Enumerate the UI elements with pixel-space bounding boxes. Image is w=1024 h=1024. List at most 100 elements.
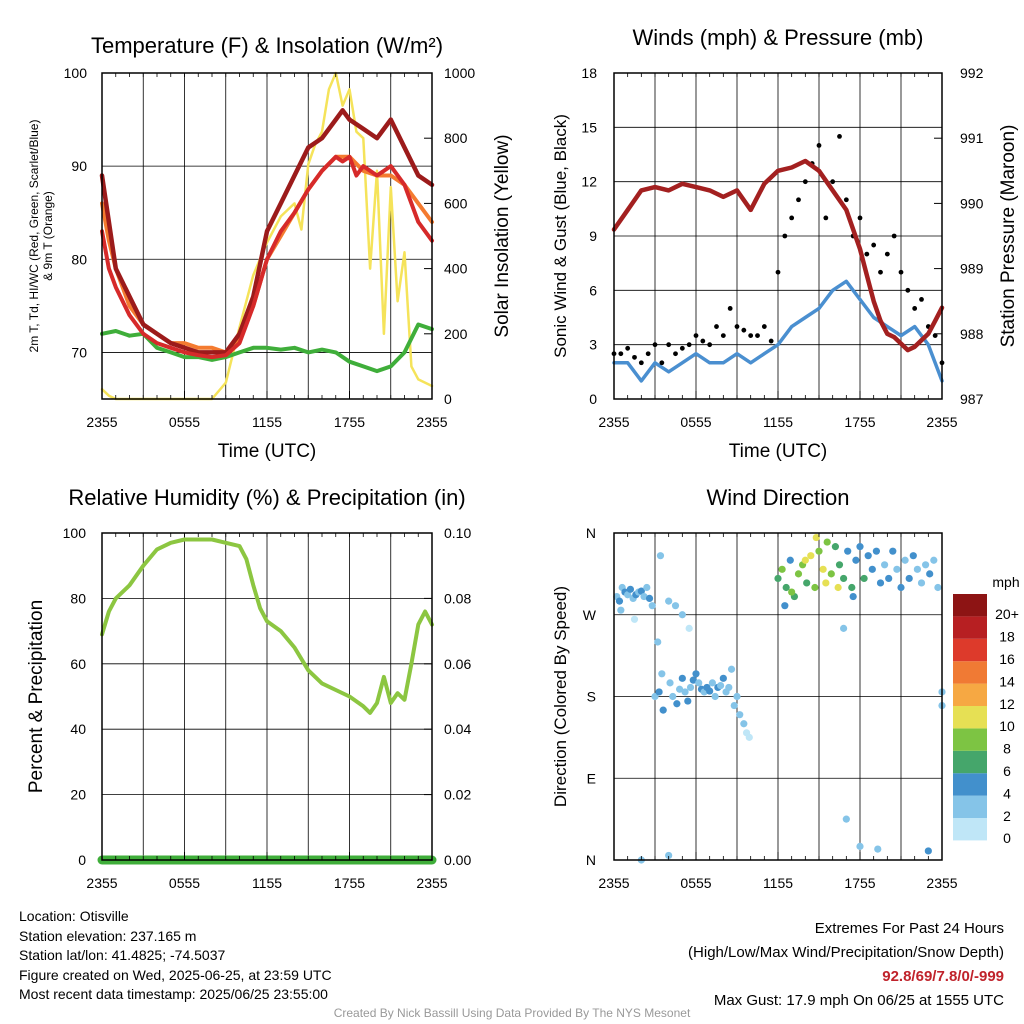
wind-direction-point <box>893 565 901 573</box>
humidity-ytick-left: 100 <box>63 525 87 541</box>
wind-direction-point <box>897 583 905 592</box>
temperature-ytick-left: 80 <box>71 251 87 267</box>
humidity-xtick-label: 2355 <box>416 875 447 891</box>
temperature-xtick-label: 2355 <box>86 414 117 430</box>
temperature-ytick-left: 100 <box>64 65 88 81</box>
location-text: Location: Otisville <box>19 908 129 924</box>
temperature-ytick-left: 70 <box>71 344 87 360</box>
winds-gust-point <box>823 215 829 221</box>
elevation-text: Station elevation: 237.165 m <box>19 927 197 944</box>
winds-gust-point <box>666 342 672 348</box>
wind-direction-point <box>823 538 831 546</box>
winds-sonic-line <box>612 279 944 383</box>
wind-direction-point <box>788 588 796 596</box>
temperature-ylabel-left: & 9m T (Orange) <box>41 191 55 281</box>
winds-ylabel-left: Sonic Wind & Gust (Blue, Black) <box>551 114 570 358</box>
humidity-ytick-right: 0.10 <box>444 525 471 541</box>
humidity-ytick-left: 40 <box>70 721 86 737</box>
humidity-ytick-right: 0.00 <box>444 852 471 868</box>
wind-direction-point <box>872 547 881 555</box>
temperature-panel: Temperature (F) & Insolation (W/m²) 2355… <box>27 33 513 462</box>
wind-direction-xtick-label: 1755 <box>844 875 875 891</box>
wind-direction-xtick-label: 0555 <box>680 875 711 891</box>
wind-direction-point <box>930 556 938 564</box>
wind-direction-point <box>917 579 926 587</box>
wind-direction-point <box>834 583 842 592</box>
wind-direction-point <box>730 701 738 710</box>
latlon-text: Station lat/lon: 41.4825; -74.5037 <box>19 947 226 963</box>
winds-gust-point <box>625 345 631 351</box>
wind-direction-point <box>624 591 632 599</box>
humidity-xtick-label: 1755 <box>334 875 365 891</box>
winds-gust-point <box>864 251 870 257</box>
speed-legend-swatch <box>953 661 987 684</box>
winds-xtick-label: 2355 <box>926 414 957 430</box>
wind-direction-point <box>686 683 695 692</box>
speed-legend-swatch <box>953 818 987 841</box>
winds-ytick-right: 989 <box>960 261 984 277</box>
wind-direction-point <box>801 556 809 564</box>
winds-ytick-left: 12 <box>581 174 597 190</box>
wind-direction-point <box>807 552 815 560</box>
winds-gust-point <box>919 296 924 302</box>
winds-gust-point <box>673 351 678 357</box>
temperature-ytick-right: 1000 <box>444 65 475 81</box>
wind-direction-point <box>782 583 790 592</box>
wind-direction-ytick: N <box>586 525 596 541</box>
winds-gust-point <box>727 306 733 311</box>
wind-direction-point <box>643 583 651 592</box>
wind-direction-panel: Wind Direction 2355 0555 1155 1755 2355NESWN… <box>551 485 1020 891</box>
wind-direction-point <box>658 670 666 678</box>
winds-ytick-right: 987 <box>960 391 984 407</box>
humidity-ytick-right: 0.02 <box>444 787 471 803</box>
winds-gust-point <box>816 143 822 148</box>
winds-gust-point <box>734 324 740 329</box>
wind-direction-point <box>803 579 811 587</box>
humidity-ylabel-left: Percent & Precipitation <box>26 600 47 793</box>
speed-legend-label: 4 <box>1003 785 1011 801</box>
winds-ytick-left: 18 <box>581 65 597 81</box>
speed-legend-swatch <box>953 594 987 617</box>
wind-direction-point <box>815 547 823 555</box>
wind-direction-point <box>671 602 680 610</box>
winds-gust-point <box>659 360 665 366</box>
temperature-ylabel-right: Solar Insolation (Yellow) <box>492 134 513 337</box>
winds-gust-point <box>686 342 692 348</box>
wind-direction-point <box>717 682 725 690</box>
wind-direction-point <box>840 574 848 583</box>
wind-direction-ylabel: Direction (Colored By Speed) <box>551 586 570 807</box>
winds-gust-point <box>782 233 788 239</box>
wind-direction-point <box>654 638 662 646</box>
speed-legend-swatch <box>953 683 987 706</box>
wind-direction-point <box>655 688 663 696</box>
wind-direction-point <box>876 579 885 587</box>
wind-direction-point <box>736 711 744 719</box>
wind-direction-point <box>719 674 727 682</box>
wind-direction-point <box>669 692 677 701</box>
speed-legend-swatch <box>953 773 987 796</box>
wind-direction-point <box>811 583 819 592</box>
winds-panel: Winds (mph) & Pressure (mb) 2355 0555 1155… <box>551 25 1019 462</box>
speed-legend-label: 2 <box>1003 808 1011 824</box>
speed-legend-swatch <box>953 728 987 751</box>
humidity-ytick-right: 0.06 <box>444 656 471 672</box>
temperature-xtick-label: 0555 <box>169 414 200 430</box>
wind-direction-point <box>733 692 741 701</box>
wind-direction-point <box>909 552 917 560</box>
wind-direction-point <box>840 624 848 632</box>
temperature-xtick-label: 1155 <box>252 414 282 430</box>
humidity-rh-line <box>100 537 434 715</box>
winds-gust-point <box>720 333 726 339</box>
wind-direction-point <box>692 670 700 678</box>
winds-gust-point <box>707 342 713 348</box>
extremes-title: Extremes For Past 24 Hours <box>814 920 1004 937</box>
winds-ylabel-right: Station Pressure (Maroon) <box>998 125 1019 348</box>
wind-direction-point <box>645 594 654 603</box>
speed-legend-swatch <box>953 750 987 774</box>
speed-legend-swatch <box>953 795 987 818</box>
wind-direction-point <box>926 570 934 578</box>
winds-gust-point <box>748 333 754 339</box>
speed-legend-label: 12 <box>999 696 1015 712</box>
temperature-ytick-right: 800 <box>444 130 468 146</box>
wind-direction-point <box>819 565 827 573</box>
